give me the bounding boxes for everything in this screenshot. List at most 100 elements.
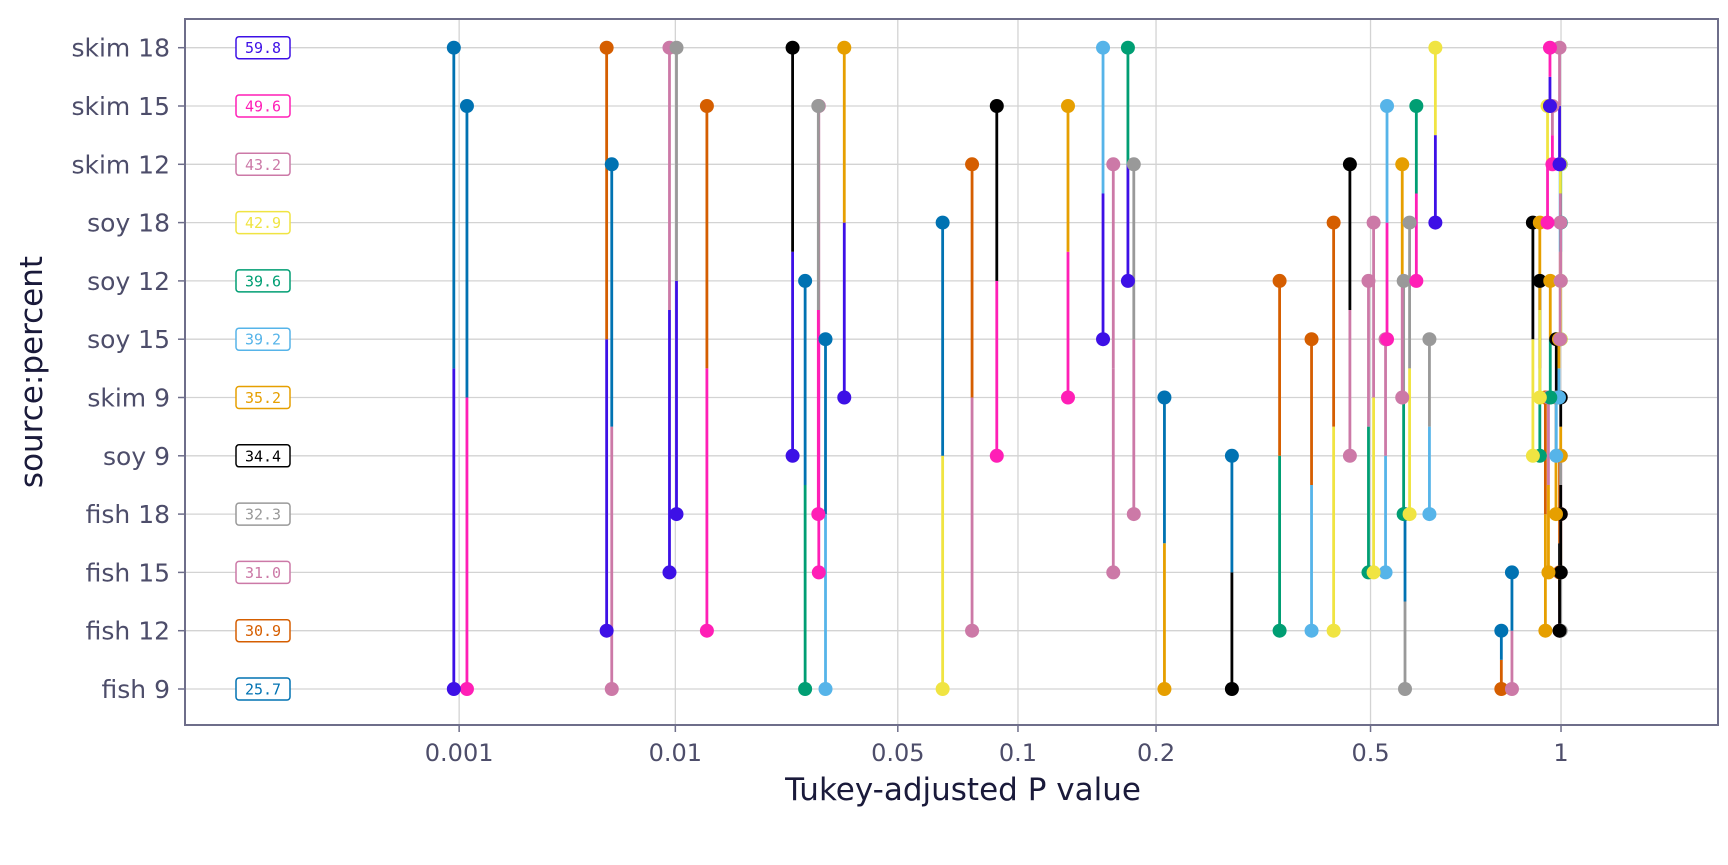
comparison-point: [1366, 215, 1381, 230]
comparison-point: [1504, 682, 1519, 696]
x-tick-label: 0.001: [425, 739, 494, 767]
comparison-point: [811, 99, 826, 113]
x-tick-label: 0.2: [1137, 739, 1175, 767]
mean-label-box: [235, 444, 291, 468]
comparison-point: [1126, 157, 1141, 172]
comparison-point: [604, 682, 619, 696]
mean-label-text: 32.3: [245, 506, 281, 524]
comparison-point: [669, 507, 684, 522]
y-tick-label: skim 18: [71, 34, 170, 63]
comparison-point: [1096, 40, 1111, 55]
comparison-point: [1395, 390, 1410, 405]
comparison-point: [1428, 215, 1443, 230]
comparison-point: [1272, 623, 1287, 638]
comparison-point: [1304, 623, 1319, 638]
comparison-point: [699, 623, 714, 638]
y-tick-label: soy 9: [103, 442, 170, 471]
comparison-point: [1380, 332, 1395, 347]
comparison-point: [1361, 273, 1376, 288]
comparison-point: [1366, 565, 1381, 580]
mean-label-box: [235, 152, 291, 177]
comparison-point: [1396, 273, 1411, 288]
mean-label-text: 25.7: [245, 681, 281, 699]
comparison-point: [1552, 40, 1567, 55]
mean-label-text: 34.4: [245, 447, 281, 465]
mean-label: 49.6: [235, 94, 291, 118]
comparison-point: [1224, 682, 1239, 696]
comparison-point: [1525, 448, 1540, 463]
comparison-point: [1157, 390, 1172, 405]
mean-label: 39.2: [235, 327, 291, 351]
mean-labels: 25.7 30.9 31.0 32.3 34.4 35.2 39.2 39.6 42.9 43.2…: [235, 35, 291, 701]
comparison-point: [446, 40, 461, 55]
comparison-point: [818, 332, 833, 347]
y-tick-label: fish 9: [102, 675, 170, 704]
y-tick-label: soy 18: [87, 209, 170, 238]
mean-label-text: 30.9: [245, 622, 281, 640]
comparison-points: [446, 40, 1568, 696]
mean-label: 59.8: [235, 35, 291, 60]
comparison-point: [1494, 682, 1509, 696]
comparison-point: [1543, 390, 1558, 405]
comparison-point: [798, 682, 813, 696]
mean-label-box: [235, 94, 291, 118]
plot-panel-border: [184, 18, 1719, 726]
comparison-point: [989, 99, 1004, 113]
comparison-point: [935, 682, 950, 696]
comparison-point: [1422, 332, 1437, 347]
comparison-point: [811, 565, 826, 580]
x-tick-label: 1: [1553, 739, 1568, 767]
comparison-point: [1378, 565, 1393, 580]
y-tick-label: soy 15: [87, 325, 170, 354]
comparison-point: [1548, 507, 1563, 522]
mean-label-text: 43.2: [245, 156, 281, 174]
comparison-point: [811, 507, 826, 522]
y-axis-ticks: fish 9 fish 12 fish 15 fish 18 soy 9 skim 9 so…: [71, 34, 185, 704]
comparison-point: [1553, 215, 1568, 230]
comparison-segments: [452, 47, 1563, 689]
comparison-point: [1538, 623, 1553, 638]
mean-label-text: 42.9: [245, 214, 281, 232]
comparison-point: [1428, 40, 1443, 55]
comparison-point: [965, 157, 980, 172]
comparison-point: [1106, 565, 1121, 580]
comparison-point: [1549, 448, 1564, 463]
mean-label: 25.7: [235, 677, 291, 701]
mean-label-text: 49.6: [245, 98, 281, 116]
mean-label: 31.0: [235, 560, 291, 585]
x-tick-label: 0.5: [1351, 739, 1389, 767]
comparison-point: [1532, 273, 1547, 288]
comparison-point: [1106, 157, 1121, 172]
mean-label: 32.3: [235, 502, 291, 526]
mean-label-text: 31.0: [245, 564, 281, 582]
mean-label-box: [235, 327, 291, 351]
comparison-point: [798, 273, 813, 288]
comparison-point: [785, 448, 800, 463]
mean-label: 39.6: [235, 269, 291, 293]
comparison-point: [599, 623, 614, 638]
comparison-point: [785, 40, 800, 55]
mean-label-box: [235, 618, 291, 643]
comparison-point: [1402, 215, 1417, 230]
y-tick-label: fish 12: [86, 617, 170, 646]
mean-label-box: [235, 502, 291, 526]
mean-label-box: [235, 677, 291, 701]
y-axis-title: source:percent: [14, 256, 50, 488]
comparison-point: [1532, 390, 1547, 405]
comparison-point: [1342, 448, 1357, 463]
comparison-point: [1157, 682, 1172, 696]
comparison-point: [459, 99, 474, 113]
comparison-point: [599, 40, 614, 55]
comparison-point: [604, 157, 619, 172]
mean-label-box: [235, 385, 291, 410]
x-axis-title: Tukey-adjusted P value: [784, 772, 1141, 808]
mean-label-box: [235, 560, 291, 585]
mean-label-text: 39.6: [245, 272, 281, 290]
comparison-point: [1326, 623, 1341, 638]
comparison-point: [1402, 507, 1417, 522]
comparison-point: [1542, 99, 1557, 113]
comparison-point: [669, 40, 684, 55]
comparison-point: [1060, 390, 1075, 405]
